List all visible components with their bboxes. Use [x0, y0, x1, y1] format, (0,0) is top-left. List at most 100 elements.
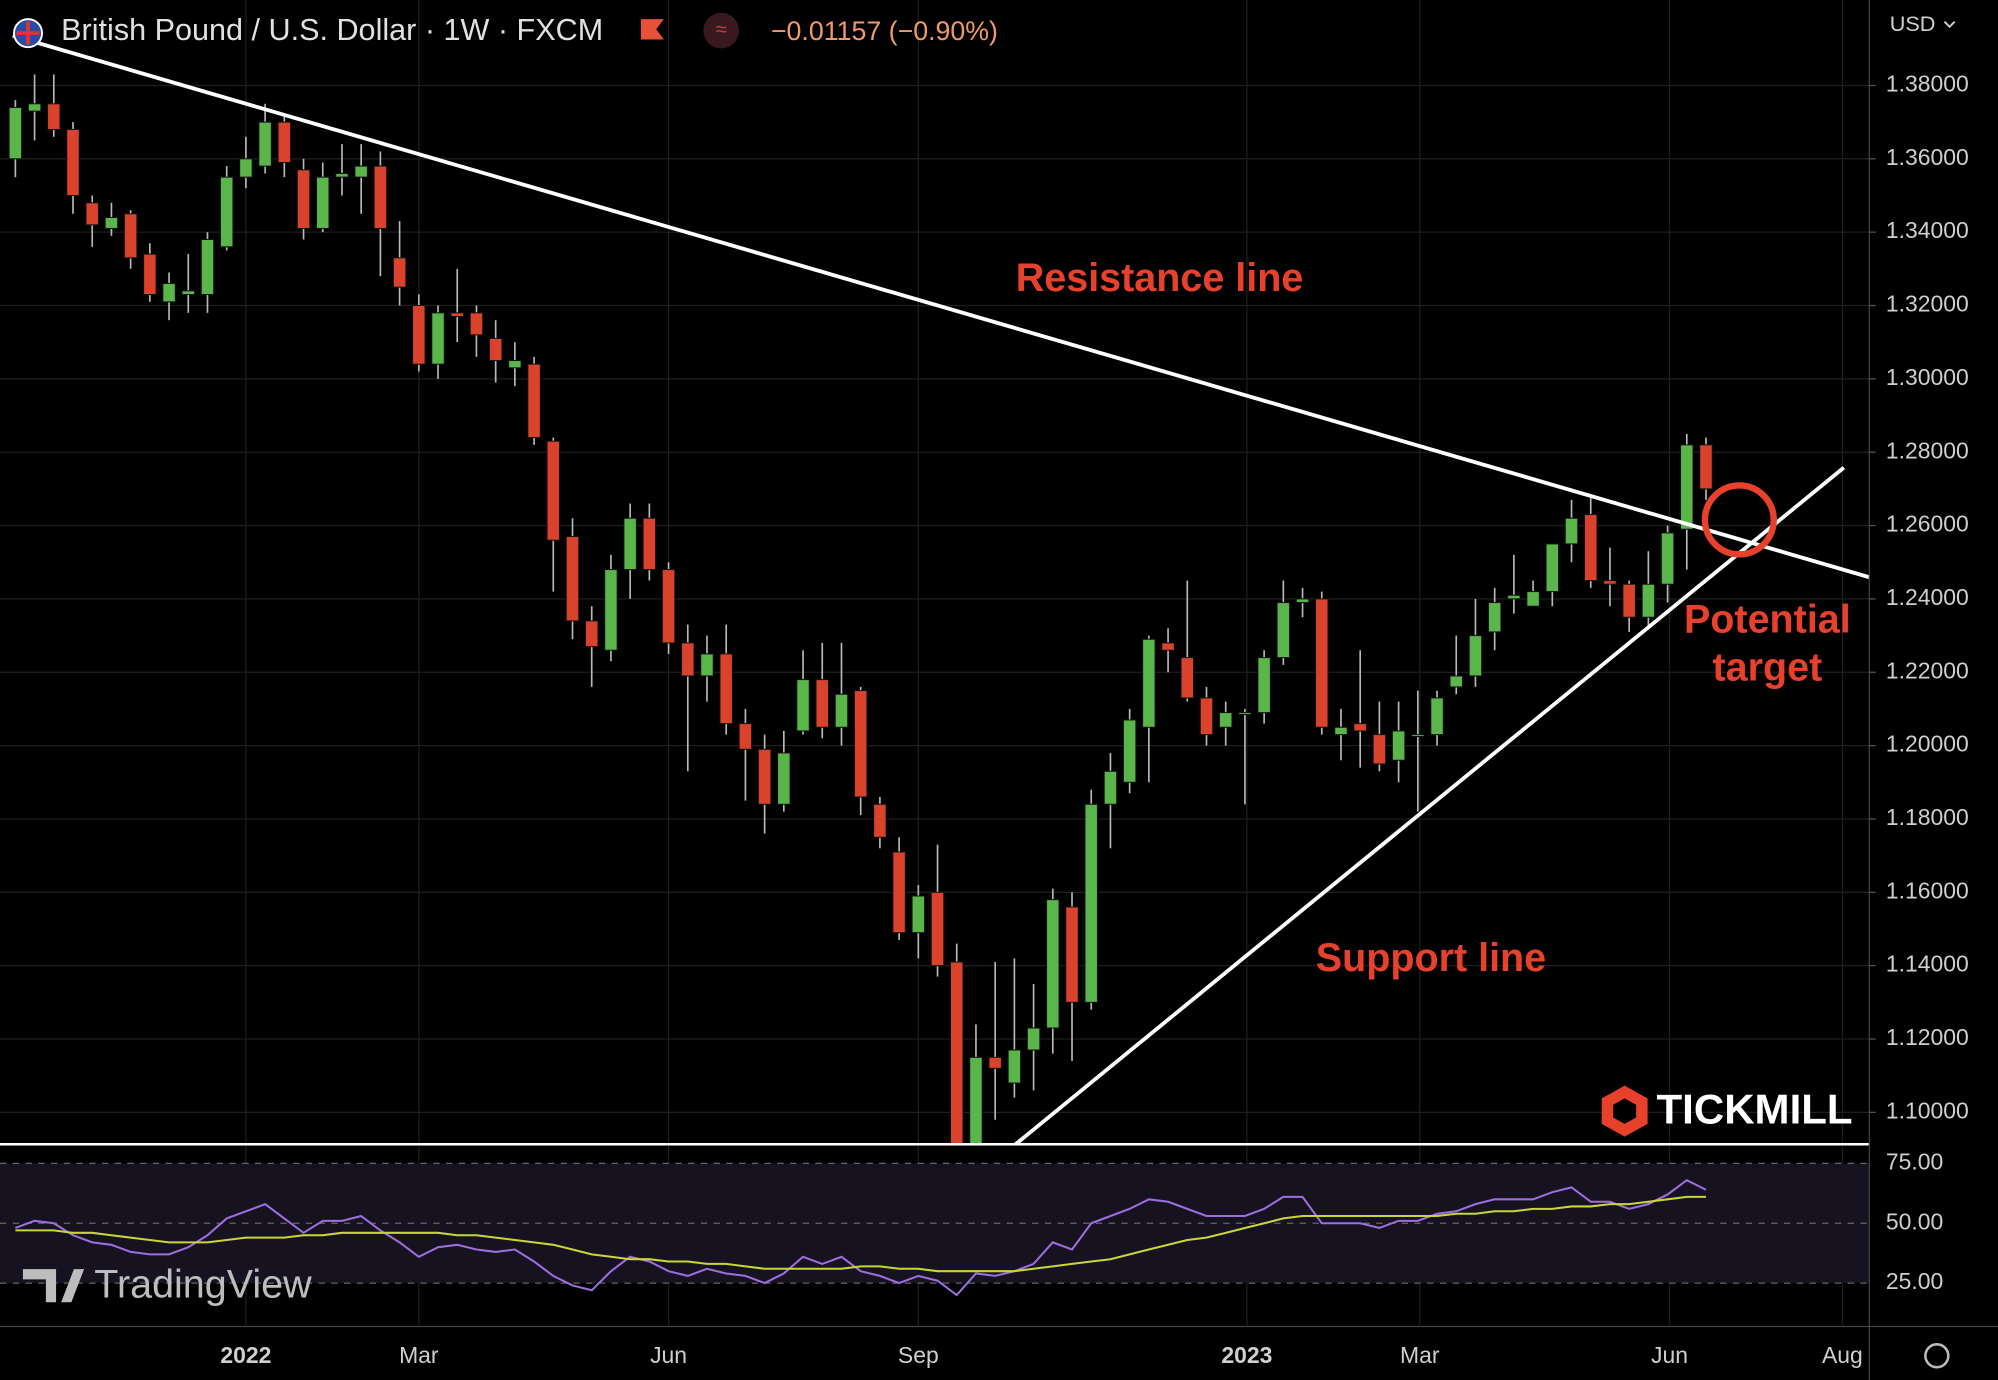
y-tick-label: 1.12000 [1886, 1024, 1969, 1050]
candle-body [1007, 1049, 1022, 1084]
candle-body [85, 202, 99, 226]
grid [0, 0, 1870, 1326]
candle-body [1699, 444, 1713, 490]
annotation: Potential [1684, 597, 1851, 641]
candle-body [873, 803, 887, 838]
candle-body [738, 723, 753, 750]
candle-body [1583, 514, 1598, 582]
candle-body [200, 238, 215, 296]
candle-body [1449, 675, 1464, 688]
candle-body [431, 312, 445, 365]
y-tick-label: 1.30000 [1886, 364, 1969, 390]
candle-body [239, 158, 253, 178]
candle-body [296, 169, 311, 229]
candle-body [911, 895, 926, 934]
candle-body [1372, 734, 1387, 765]
candle-body [508, 360, 522, 369]
candle-body [1276, 602, 1291, 659]
indicator-icon: ≈ [716, 19, 727, 41]
y-tick-label: 1.28000 [1886, 437, 1969, 463]
y-tick-label: 1.24000 [1886, 584, 1969, 610]
candle-body [796, 679, 810, 732]
candle-body [642, 517, 657, 571]
candle-body [66, 128, 80, 196]
candle-body [930, 891, 945, 967]
tradingview-watermark: TradingView [94, 1262, 312, 1306]
x-tick-label: 2022 [220, 1342, 271, 1368]
candle-body [1103, 770, 1118, 805]
candle-body [373, 165, 388, 229]
annotation: Support line [1316, 936, 1546, 980]
candle-body [1026, 1027, 1041, 1051]
candle-body [700, 653, 714, 677]
y-tick-label: 1.38000 [1886, 71, 1969, 97]
candle-body [412, 304, 426, 365]
candle-body [988, 1056, 1002, 1069]
candle-body [757, 748, 772, 805]
candle-body [1180, 657, 1195, 699]
target-circle [1701, 482, 1777, 558]
candle-body [661, 569, 676, 644]
y-tick-label: 1.20000 [1886, 731, 1969, 757]
support-line [1014, 466, 1846, 1146]
rsi-tick-label: 25.00 [1886, 1268, 1943, 1294]
candle-body [1622, 583, 1636, 618]
candle-body [681, 642, 695, 677]
candle-body [1238, 712, 1252, 716]
candle-body [969, 1056, 983, 1145]
candle-body [316, 176, 330, 229]
candle-body [8, 106, 23, 160]
candle-body [104, 216, 119, 229]
flag-button[interactable] [640, 19, 664, 40]
candle-body [47, 103, 61, 130]
indicator-button[interactable] [703, 12, 740, 49]
candle-body [949, 961, 964, 1145]
annotation: Resistance line [1016, 256, 1304, 300]
x-tick-label: 2023 [1221, 1342, 1272, 1368]
settings-button[interactable] [1924, 1343, 1950, 1369]
x-tick-label: Jun [650, 1342, 687, 1368]
candle-body [1545, 543, 1560, 593]
y-tick-label: 1.22000 [1886, 657, 1969, 683]
candle-body [450, 312, 464, 318]
candle-body [1142, 638, 1156, 728]
candle-body [258, 121, 272, 167]
x-tick-label: Mar [399, 1342, 439, 1368]
rsi-tick-label: 75.00 [1886, 1148, 1943, 1174]
rsi-tick-label: 50.00 [1886, 1208, 1943, 1234]
candle-body [546, 440, 561, 541]
candle-body [815, 679, 830, 728]
candle-body [123, 213, 138, 259]
currency-label[interactable]: USD [1890, 11, 1936, 36]
candle-body [1526, 591, 1540, 607]
candle-body [1468, 635, 1483, 677]
candle-body [1353, 723, 1367, 732]
candle-body [1295, 598, 1310, 604]
candle-body [834, 693, 849, 728]
candle-body [1257, 657, 1271, 714]
candle-body [1430, 697, 1444, 736]
candle-body [162, 282, 176, 303]
candle-body [1660, 532, 1675, 585]
candle-body [1603, 580, 1617, 585]
currency-caret [1943, 20, 1956, 29]
candle-body [27, 103, 42, 112]
candle-body [1161, 642, 1175, 651]
candle-body [335, 172, 349, 178]
candle-body [354, 165, 368, 178]
tradingview-logo [22, 1269, 85, 1303]
axes: 1.10000 1.12000 1.14000 1.16000 1.18000 1.200… [220, 71, 1968, 1369]
candle-body [1122, 719, 1137, 783]
candle-body [143, 253, 157, 296]
candle-body [1065, 906, 1079, 1003]
x-tick-label: Mar [1400, 1342, 1440, 1368]
candle-body [1391, 730, 1406, 761]
candle-body [604, 569, 618, 651]
y-tick-label: 1.32000 [1886, 291, 1969, 317]
candle-body [1680, 444, 1694, 530]
x-tick-label: Jun [1651, 1342, 1688, 1368]
y-tick-label: 1.36000 [1886, 144, 1969, 170]
resistance-line [12, 33, 1870, 580]
